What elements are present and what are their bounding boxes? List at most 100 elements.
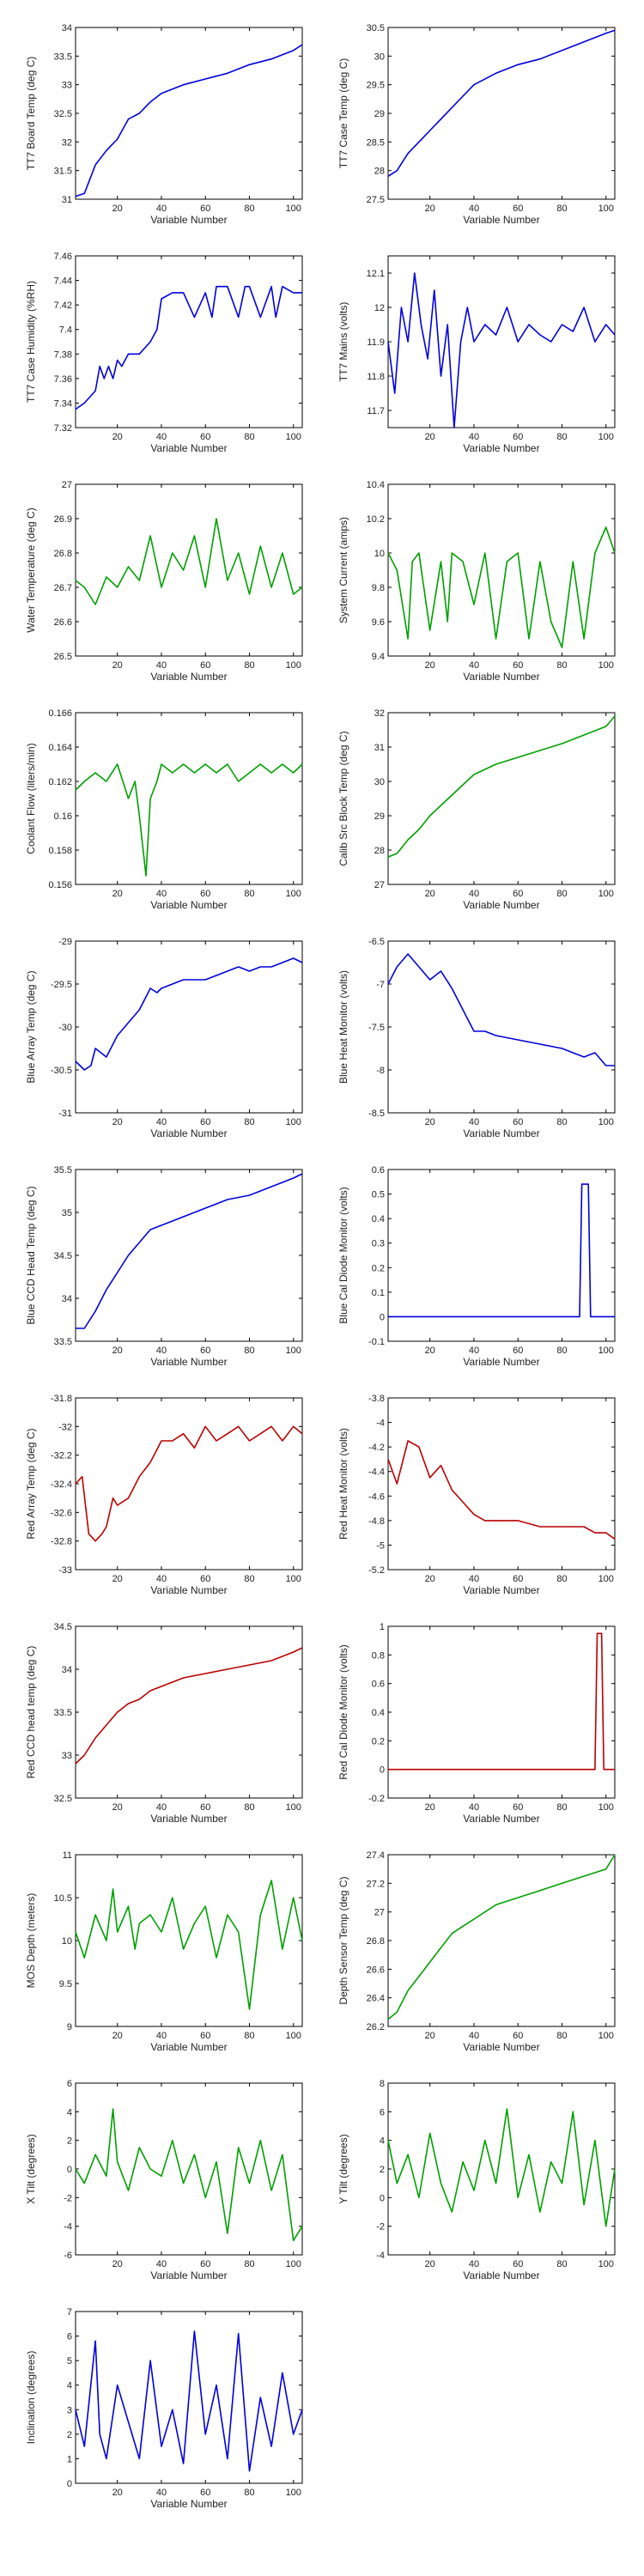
x-tick-label: 60 xyxy=(513,432,523,442)
x-tick-label: 40 xyxy=(469,660,479,671)
y-tick-label: -5 xyxy=(376,1540,385,1551)
x-tick-label: 40 xyxy=(469,432,479,442)
y-axis-label: X Tilt (degrees) xyxy=(25,2134,37,2203)
y-tick-label: -30 xyxy=(58,1023,72,1033)
chart-3: 20 40 60 80 100 7.32 7.34 7.36 7.38 7.4 7.42 7.44 7.… xyxy=(25,252,303,454)
y-tick-label: 7.42 xyxy=(54,301,72,311)
x-tick-label: 80 xyxy=(556,1802,567,1813)
x-tick-label: 80 xyxy=(244,204,254,214)
y-axis-label: Inclination (degrees) xyxy=(25,2351,37,2445)
chart-16: 20 40 60 80 100 -0.2 0 0.2 0.4 0.6 0.8 1 Variable Nu… xyxy=(337,1622,616,1825)
y-tick-label: 27 xyxy=(374,880,385,890)
x-tick-label: 40 xyxy=(156,432,167,442)
y-tick-label: 28 xyxy=(374,846,385,856)
y-tick-label: 35 xyxy=(62,1208,72,1218)
x-tick-label: 80 xyxy=(556,204,567,214)
y-tick-label: 0.2 xyxy=(372,1263,385,1273)
y-tick-label: -8.5 xyxy=(368,1109,385,1119)
y-tick-label: 0.156 xyxy=(48,880,72,890)
y-axis-label: System Current (amps) xyxy=(337,517,349,623)
x-tick-label: 100 xyxy=(598,889,614,899)
plot-frame xyxy=(387,2082,616,2256)
plot-frame xyxy=(387,1854,616,2027)
x-axis-label: Variable Number xyxy=(463,2269,539,2281)
y-tick-label: 0.3 xyxy=(372,1239,385,1249)
y-tick-label: 8 xyxy=(380,2079,385,2089)
series-line xyxy=(387,953,615,1066)
chart-11: 20 40 60 80 100 33.5 34 34.5 35 35.5 Variable Numb… xyxy=(25,1165,303,1368)
y-tick-label: 27.5 xyxy=(367,195,385,205)
y-tick-label: 33.5 xyxy=(54,1708,72,1718)
plot-frame xyxy=(75,2311,303,2484)
plot-frame xyxy=(75,712,303,885)
x-tick-label: 20 xyxy=(425,1574,435,1584)
chart-10: 20 40 60 80 100 -8.5 -8 -7.5 -7 -6.5 Variable Numb… xyxy=(337,937,616,1139)
x-tick-label: 80 xyxy=(244,1802,254,1813)
y-axis-label: Blue Cal Diode Monitor (volts) xyxy=(337,1187,349,1323)
x-tick-label: 80 xyxy=(244,660,254,671)
x-tick-label: 100 xyxy=(286,204,301,214)
x-axis-label: Variable Number xyxy=(150,442,227,454)
y-tick-label: 28.5 xyxy=(367,137,385,148)
y-tick-label: -2 xyxy=(64,2193,72,2203)
y-tick-label: 4 xyxy=(67,2107,72,2117)
x-tick-label: 80 xyxy=(244,432,254,442)
chart-6: 20 40 60 80 100 9.4 9.6 9.8 10 10.2 10.4 Variable N… xyxy=(337,480,616,683)
y-tick-label: 30 xyxy=(374,52,385,62)
x-axis-label: Variable Number xyxy=(463,899,539,911)
y-tick-label: -32.2 xyxy=(51,1451,72,1461)
x-tick-label: 20 xyxy=(112,204,123,214)
y-tick-label: -31 xyxy=(58,1109,72,1119)
y-axis-label: Water Temperature (deg C) xyxy=(25,507,37,632)
y-tick-label: 7.32 xyxy=(54,423,72,434)
series-line xyxy=(387,272,616,428)
y-tick-label: 34 xyxy=(62,23,72,33)
chart-21: 20 40 60 80 100 0 1 2 3 4 5 6 7 Variable Number Inclin… xyxy=(25,2307,303,2510)
x-tick-label: 80 xyxy=(244,2259,254,2269)
y-axis-label: TT7 Board Temp (deg C) xyxy=(25,57,37,171)
series-line xyxy=(75,1425,303,1542)
y-tick-label: 9 xyxy=(67,2022,72,2032)
y-tick-label: 0 xyxy=(380,2193,385,2203)
y-tick-label: 29.5 xyxy=(367,81,385,91)
series-line xyxy=(387,715,616,858)
chart-20: 20 40 60 80 100 -4 -2 0 2 4 6 8 Variable Number Y Til… xyxy=(337,2079,616,2281)
y-tick-label: 7.36 xyxy=(54,374,72,385)
y-axis-label: Red Cal Diode Monitor (volts) xyxy=(337,1644,349,1779)
y-tick-label: 26.8 xyxy=(54,549,72,559)
x-tick-label: 40 xyxy=(156,2259,167,2269)
x-tick-label: 20 xyxy=(425,889,435,899)
y-tick-label: 26.6 xyxy=(54,617,72,628)
y-tick-label: 6 xyxy=(380,2107,385,2117)
x-axis-label: Variable Number xyxy=(150,214,227,226)
x-tick-label: 40 xyxy=(156,1574,167,1584)
x-axis-label: Variable Number xyxy=(150,2041,227,2053)
x-axis-label: Variable Number xyxy=(150,1127,227,1139)
y-tick-label: 31 xyxy=(374,743,385,753)
x-tick-label: 100 xyxy=(286,1346,301,1356)
y-tick-label: -4 xyxy=(376,1419,385,1429)
x-axis-label: Variable Number xyxy=(463,671,539,683)
x-tick-label: 100 xyxy=(286,660,301,671)
y-tick-label: 0 xyxy=(380,1312,385,1322)
x-tick-label: 80 xyxy=(244,889,254,899)
x-tick-label: 40 xyxy=(469,1117,479,1127)
y-tick-label: 10.2 xyxy=(367,514,385,525)
x-tick-label: 40 xyxy=(469,889,479,899)
x-tick-label: 60 xyxy=(513,2031,523,2041)
x-tick-label: 40 xyxy=(156,660,167,671)
y-tick-label: 2 xyxy=(67,2136,72,2147)
x-tick-label: 20 xyxy=(425,204,435,214)
y-tick-label: 28 xyxy=(374,167,385,177)
y-tick-label: 7 xyxy=(67,2307,72,2318)
y-tick-label: 3 xyxy=(67,2405,72,2415)
x-tick-label: 40 xyxy=(156,889,167,899)
x-tick-label: 80 xyxy=(556,1117,567,1127)
y-tick-label: 0.16 xyxy=(54,811,72,822)
y-tick-label: 7.46 xyxy=(54,252,72,262)
y-axis-label: Depth Sensor Temp (deg C) xyxy=(337,1876,349,2004)
x-axis-label: Variable Number xyxy=(463,2041,539,2053)
y-tick-label: 31.5 xyxy=(54,167,72,177)
y-axis-label: Coolant Flow (liters/min) xyxy=(25,743,37,854)
x-tick-label: 20 xyxy=(112,660,123,671)
